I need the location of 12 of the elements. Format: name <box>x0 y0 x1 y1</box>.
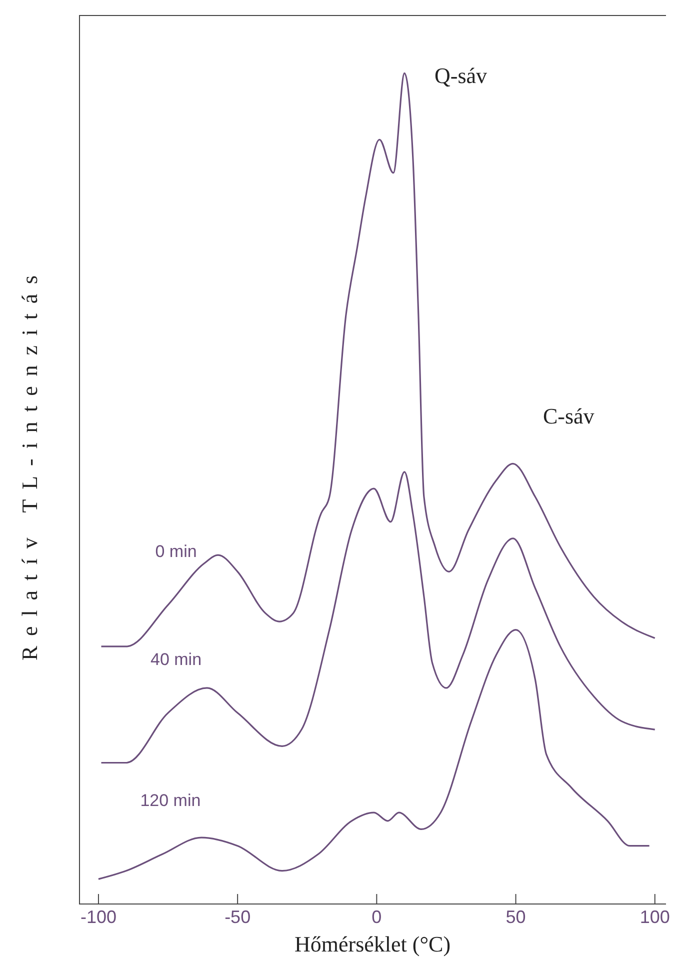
series-label: 40 min <box>150 650 202 669</box>
x-tick-label: 100 <box>640 906 670 927</box>
x-tick-label: -50 <box>224 906 251 927</box>
annotation: C-sáv <box>542 404 594 429</box>
x-axis-title: Hőmérséklet (°C) <box>294 932 451 957</box>
series-label: 0 min <box>155 542 197 561</box>
x-tick-label: -100 <box>80 906 116 927</box>
x-tick-label: 50 <box>506 906 526 927</box>
series-label: 120 min <box>140 791 201 810</box>
x-tick-label: 0 <box>372 906 382 927</box>
y-axis-title: Relatív TL-intenzitás <box>17 265 43 661</box>
annotation: Q-sáv <box>434 63 488 88</box>
